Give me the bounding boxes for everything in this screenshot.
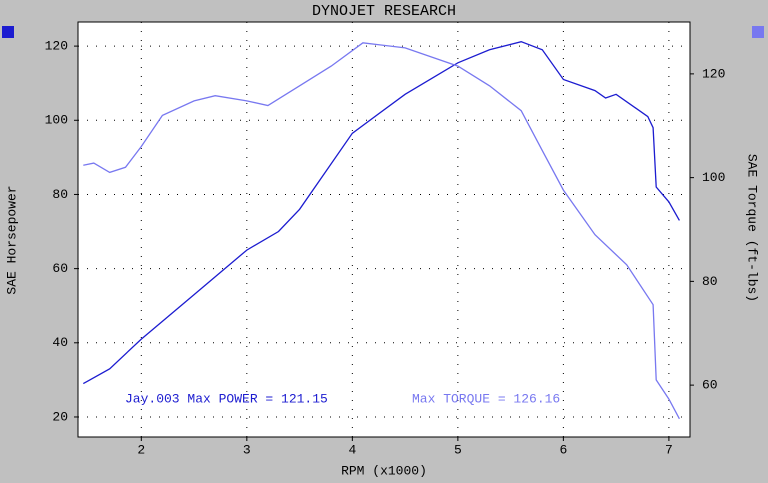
y2-tick-label: 80 [702, 274, 718, 289]
x-tick-label: 5 [454, 442, 462, 457]
x-tick-label: 4 [348, 442, 356, 457]
y-tick-label: 80 [52, 187, 68, 202]
y2-tick-label: 100 [702, 170, 725, 185]
annotation: Jay.003 Max POWER = 121.15 [125, 391, 328, 406]
y-tick-label: 20 [52, 409, 68, 424]
x-axis-label: RPM (x1000) [341, 463, 427, 478]
x-tick-label: 7 [665, 442, 673, 457]
data-line [83, 42, 680, 420]
y2-tick-label: 60 [702, 378, 718, 393]
y2-tick-label: 120 [702, 66, 725, 81]
x-tick-label: 3 [243, 442, 251, 457]
y-tick-label: 60 [52, 261, 68, 276]
y-axis-label: SAE Horsepower [4, 185, 19, 294]
series-marker [2, 26, 14, 38]
y-tick-label: 120 [45, 39, 68, 54]
y2-axis-label: SAE Torque (ft-lbs) [745, 154, 760, 302]
annotation: Max TORQUE = 126.16 [412, 391, 560, 406]
y-tick-label: 40 [52, 335, 68, 350]
series-marker [752, 26, 764, 38]
x-tick-label: 6 [559, 442, 567, 457]
data-line [82, 41, 680, 385]
plot-area [77, 21, 691, 438]
y-tick-label: 100 [45, 113, 68, 128]
x-tick-label: 2 [137, 442, 145, 457]
chart-title: DYNOJET RESEARCH [312, 3, 456, 20]
